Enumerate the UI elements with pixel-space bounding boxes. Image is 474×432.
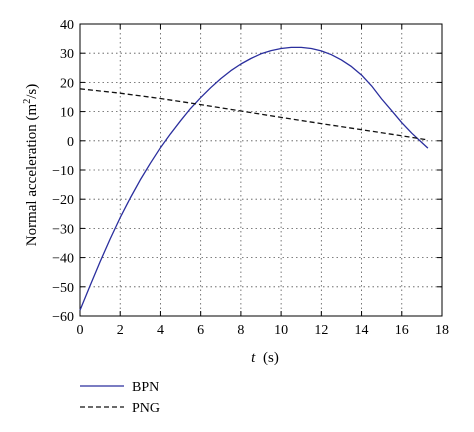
y-tick-label: 40: [60, 18, 74, 33]
y-tick-label: −30: [52, 222, 74, 237]
y-axis-label: Normal acceleration (m2/s): [22, 84, 40, 246]
y-tick-label: 30: [60, 47, 74, 62]
x-tick-label: 0: [77, 323, 84, 338]
y-tick-label: −50: [52, 281, 74, 296]
x-tick-label: 18: [435, 323, 449, 338]
y-tick-label: −10: [52, 164, 74, 179]
y-tick-label: −60: [52, 310, 74, 325]
axis-ticks: 0 2 4 6 8 10 12 14 16 18 40 30 20 10 0 −10 −20 −30 −40 −50 −…: [52, 18, 449, 338]
x-tick-label: 12: [314, 323, 328, 338]
series-line-bpn: [79, 46, 429, 311]
y-tick-label: −20: [52, 193, 74, 208]
x-axis-label: t (s): [251, 350, 279, 366]
series-line-png: [79, 88, 429, 141]
x-tick-label: 10: [274, 323, 288, 338]
x-tick-label: 2: [117, 323, 124, 338]
x-tick-label: 14: [355, 323, 369, 338]
y-tick-label: −40: [52, 252, 74, 267]
x-tick-label: 4: [157, 323, 164, 338]
grid: [80, 24, 442, 316]
x-tick-label: 8: [237, 323, 244, 338]
legend-label-png: PNG: [132, 401, 160, 416]
y-tick-label: 0: [67, 135, 74, 150]
x-tick-label: 6: [197, 323, 204, 338]
y-tick-label: 10: [60, 106, 74, 121]
legend-label-bpn: BPN: [132, 380, 159, 395]
series-lines: [79, 46, 429, 311]
x-tick-label: 16: [395, 323, 409, 338]
y-tick-label: 20: [60, 76, 74, 91]
legend: BPN PNG: [80, 380, 160, 416]
